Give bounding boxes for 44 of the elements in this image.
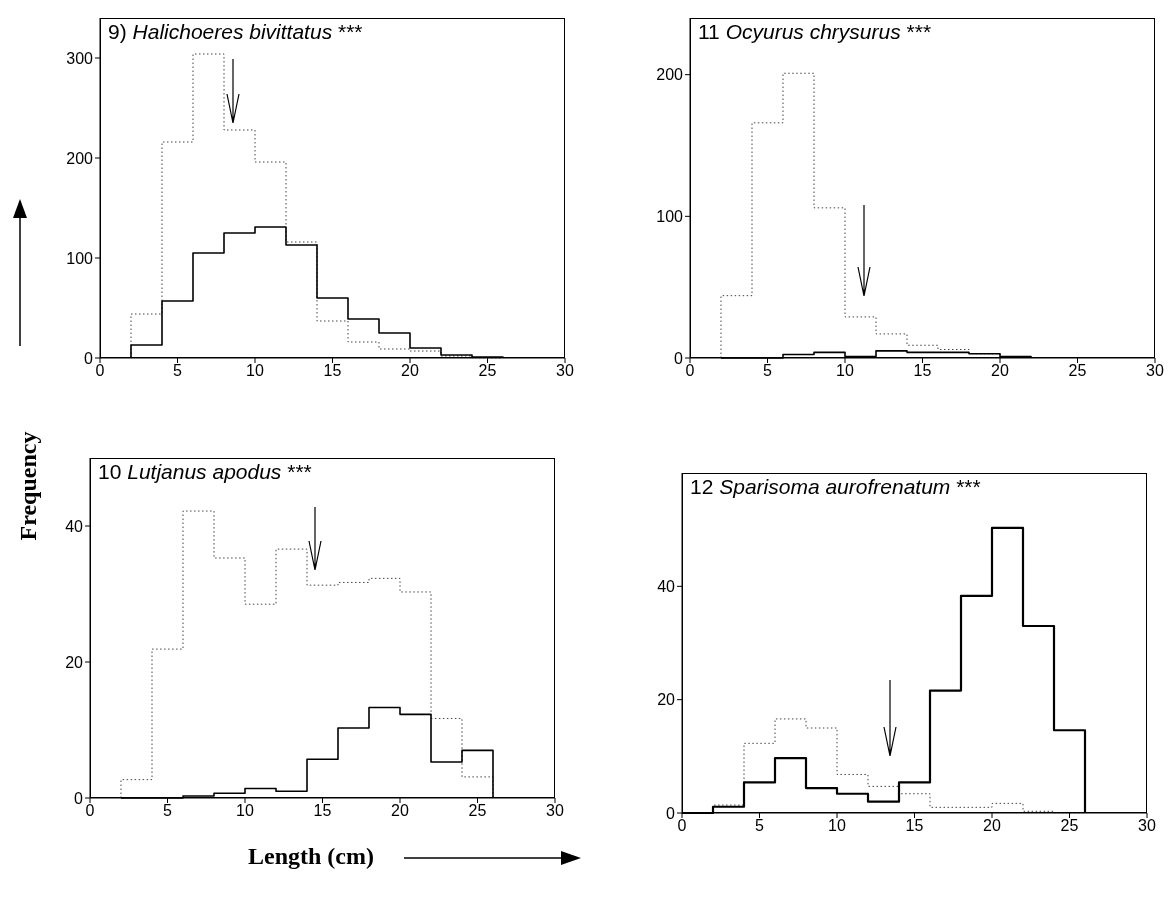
y-tick-label: 100 [66,249,94,267]
x-tick-label: 5 [173,362,183,380]
y-tick-label: 200 [656,66,684,84]
x-tick-label: 5 [755,817,765,835]
x-tick-label: 5 [763,362,773,380]
x-tick-label: 30 [556,362,574,380]
x-tick-label: 15 [913,362,932,380]
x-axis-title: Length (cm) [248,843,374,870]
y-tick-label: 40 [657,578,676,596]
x-tick-label: 25 [468,802,487,820]
x-tick-label: 25 [478,362,497,380]
x-tick-label: 20 [391,802,409,820]
x-tick-label: 0 [685,362,695,380]
x-tick-label: 15 [313,802,332,820]
x-tick-label: 10 [236,802,254,820]
y-tick-label: 0 [84,349,94,367]
x-tick-label: 15 [905,817,924,835]
chart-title: 12 Sparisoma aurofrenatum *** [690,475,981,498]
y-tick-label: 200 [66,149,94,167]
chart-title: 9) Halichoeres bivittatus *** [108,20,363,43]
x-tick-label: 20 [991,362,1009,380]
y-tick-label: 20 [65,653,84,671]
x-tick-label: 25 [1068,362,1087,380]
x-tick-label: 30 [1138,817,1156,835]
y-tick-label: 20 [657,691,676,709]
x-tick-label: 10 [836,362,854,380]
y-tick-label: 0 [674,349,684,367]
x-tick-label: 5 [163,802,173,820]
y-axis-title: Frequency [14,431,42,541]
x-tick-label: 10 [246,362,264,380]
y-tick-label: 40 [65,517,84,535]
x-tick-label: 30 [546,802,564,820]
y-tick-label: 300 [66,49,94,67]
x-tick-label: 15 [323,362,342,380]
y-tick-label: 100 [656,208,684,226]
chart-title: 11 Ocyurus chrysurus *** [698,20,932,43]
y-tick-label: 0 [74,789,84,807]
x-tick-label: 20 [983,817,1001,835]
chart-title: 10 Lutjanus apodus *** [98,460,312,483]
x-tick-label: 10 [828,817,846,835]
x-tick-label: 30 [1146,362,1164,380]
x-tick-label: 20 [401,362,419,380]
x-tick-label: 0 [95,362,105,380]
x-tick-label: 25 [1060,817,1079,835]
